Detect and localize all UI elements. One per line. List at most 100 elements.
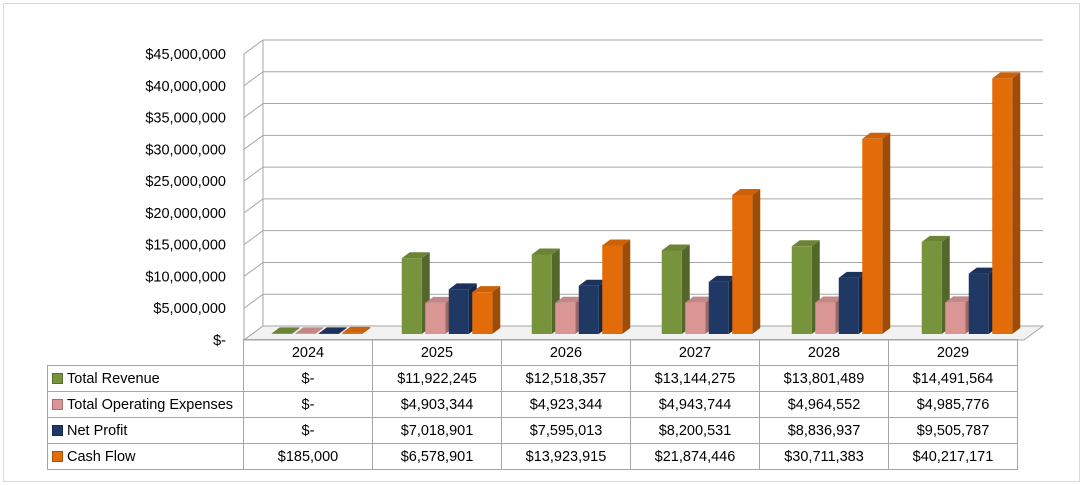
- x-category-label: 2026: [501, 339, 631, 366]
- data-label: $8,200,531: [630, 417, 760, 444]
- bar-top: [531, 248, 560, 255]
- data-label: $14,491,564: [888, 365, 1018, 392]
- legend-label: Net Profit: [67, 422, 128, 439]
- bar-top: [921, 235, 950, 242]
- legend-entry: Total Operating Expenses: [47, 391, 244, 418]
- y-tick-label: $20,000,000: [145, 206, 226, 222]
- bar-top: [708, 275, 737, 282]
- bar: [271, 333, 292, 334]
- bar: [945, 302, 966, 334]
- bar: [448, 289, 469, 334]
- bar-side: [338, 327, 347, 334]
- data-label: $12,518,357: [501, 365, 631, 392]
- data-label: $4,985,776: [888, 391, 1018, 418]
- bar: [862, 138, 883, 334]
- legend-label: Cash Flow: [67, 448, 136, 465]
- x-category-label: 2027: [630, 339, 760, 366]
- data-label: $9,505,787: [888, 417, 1018, 444]
- data-label: $-: [243, 391, 373, 418]
- bar-side: [1012, 72, 1021, 335]
- bar-side: [291, 327, 300, 334]
- x-category-label: 2024: [243, 339, 373, 366]
- bar-top: [815, 296, 844, 303]
- data-label: $-: [243, 417, 373, 444]
- bar-top: [862, 132, 891, 139]
- chart-data-table: 2024 2025 2026 2027 2028 2029 Total Revenue $- $…: [47, 339, 1018, 470]
- bar-top: [448, 283, 477, 290]
- table-row: Cash Flow $185,000 $6,578,901 $13,923,915 $2…: [47, 443, 1018, 470]
- data-label: $13,801,489: [759, 365, 889, 392]
- bar: [661, 250, 682, 334]
- data-label: $11,922,245: [372, 365, 502, 392]
- bar-top: [425, 296, 454, 303]
- x-category-label: 2025: [372, 339, 502, 366]
- legend-entry: Net Profit: [47, 417, 244, 444]
- legend-key-icon: [52, 373, 63, 385]
- bar-top: [318, 327, 347, 334]
- side-gridline: [243, 166, 264, 182]
- bar: [708, 281, 729, 334]
- side-gridline: [243, 230, 264, 246]
- bar-top: [968, 267, 997, 274]
- data-label: $4,923,344: [501, 391, 631, 418]
- table-row: Net Profit $- $7,018,901 $7,595,013 $8,200,5…: [47, 417, 1018, 444]
- side-gridline: [243, 293, 264, 309]
- data-label: $4,903,344: [372, 391, 502, 418]
- bar: [342, 332, 363, 334]
- side-gridline: [243, 134, 264, 150]
- bar: [295, 333, 316, 334]
- table-row: Total Revenue $- $11,922,245 $12,518,357 $13…: [47, 365, 1018, 392]
- bar: [992, 78, 1013, 334]
- bar: [425, 302, 446, 334]
- data-label: $30,711,383: [759, 443, 889, 470]
- bar-top: [472, 286, 501, 293]
- table-header-row: 2024 2025 2026 2027 2028 2029: [47, 339, 1018, 366]
- data-label: $8,836,937: [759, 417, 889, 444]
- y-tick-label: $25,000,000: [145, 174, 226, 190]
- y-tick-label: $15,000,000: [145, 238, 226, 254]
- bar-top: [661, 244, 690, 251]
- bar-top: [271, 327, 300, 334]
- bar-top: [602, 239, 631, 246]
- table-corner: [47, 339, 244, 366]
- y-tick-label: $35,000,000: [145, 111, 226, 127]
- bar: [968, 273, 989, 334]
- bar: [318, 333, 339, 334]
- data-label: $-: [243, 365, 373, 392]
- bar: [578, 285, 599, 334]
- side-gridline: [243, 262, 264, 277]
- bar: [602, 245, 623, 334]
- data-label: $7,018,901: [372, 417, 502, 444]
- y-tick-label: $10,000,000: [145, 269, 226, 285]
- data-label: $21,874,446: [630, 443, 760, 470]
- y-tick-label: $5,000,000: [153, 301, 226, 317]
- bar-top: [685, 296, 714, 303]
- data-label: $40,217,171: [888, 443, 1018, 470]
- bar: [472, 292, 493, 334]
- data-label: $13,144,275: [630, 365, 760, 392]
- legend-label: Total Operating Expenses: [67, 396, 234, 413]
- bar: [732, 194, 753, 334]
- data-label: $7,595,013: [501, 417, 631, 444]
- legend-entry: Total Revenue: [47, 365, 244, 392]
- bar: [791, 246, 812, 334]
- bar-top: [578, 279, 607, 286]
- bar-side: [362, 326, 371, 334]
- side-gridline: [243, 103, 264, 118]
- bar: [815, 302, 836, 334]
- bar-top: [342, 326, 371, 333]
- bar-side: [622, 239, 631, 334]
- bar: [838, 277, 859, 334]
- bar-top: [295, 327, 324, 334]
- data-label: $6,578,901: [372, 443, 502, 470]
- bar: [531, 254, 552, 334]
- bar-top: [992, 72, 1021, 79]
- bar: [921, 241, 942, 334]
- y-tick-label: $40,000,000: [145, 79, 226, 95]
- y-tick-label: $30,000,000: [145, 142, 226, 158]
- bar-top: [838, 271, 867, 278]
- bar-side: [752, 188, 761, 334]
- bar-side: [492, 286, 501, 334]
